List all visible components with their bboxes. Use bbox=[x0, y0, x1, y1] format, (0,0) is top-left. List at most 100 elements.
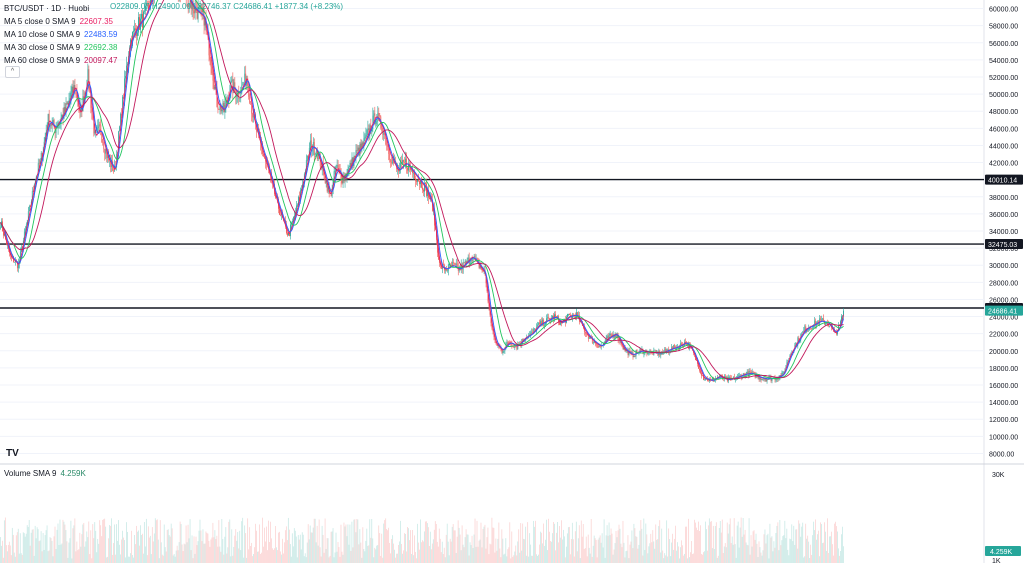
volume-bar bbox=[632, 548, 634, 563]
volume-bar bbox=[79, 532, 81, 563]
candle-body bbox=[647, 353, 649, 355]
candle-body bbox=[311, 149, 313, 152]
volume-bar bbox=[791, 524, 793, 563]
volume-bar bbox=[121, 539, 122, 563]
candle-body bbox=[68, 100, 70, 102]
tradingview-logo[interactable]: TV bbox=[6, 448, 19, 459]
candle-body bbox=[306, 156, 308, 161]
candle-body bbox=[450, 264, 452, 266]
volume-bar bbox=[446, 523, 448, 563]
candle-body bbox=[418, 179, 419, 182]
candle-body bbox=[425, 183, 426, 184]
ma-line-ma60[interactable] bbox=[0, 0, 844, 380]
candle-body bbox=[79, 111, 81, 112]
volume-bar bbox=[5, 545, 7, 563]
volume-bar bbox=[564, 557, 566, 563]
ma-line-ma30[interactable] bbox=[0, 0, 844, 380]
ma-line-ma10[interactable] bbox=[0, 0, 844, 381]
volume-bar bbox=[677, 542, 678, 563]
volume-bar bbox=[574, 531, 576, 563]
volume-bar bbox=[227, 547, 229, 563]
volume-bar bbox=[155, 520, 157, 563]
candle-body bbox=[768, 377, 770, 380]
volume-legend[interactable]: Volume SMA 9 4.259K bbox=[4, 469, 86, 478]
candle-body bbox=[99, 124, 101, 126]
candle-body bbox=[760, 377, 762, 380]
volume-bar bbox=[83, 522, 85, 563]
volume-bar bbox=[176, 545, 178, 563]
volume-bar bbox=[759, 547, 761, 563]
volume-bar bbox=[465, 529, 467, 563]
candle-body bbox=[621, 345, 623, 347]
candle-body bbox=[48, 114, 50, 128]
volume-bar bbox=[112, 554, 113, 563]
volume-bar bbox=[108, 538, 110, 563]
volume-bar bbox=[335, 532, 337, 563]
volume-bar bbox=[606, 525, 608, 563]
volume-bar bbox=[284, 530, 286, 563]
volume-bar bbox=[109, 525, 111, 563]
volume-bar bbox=[48, 550, 50, 563]
volume-bar bbox=[27, 526, 29, 563]
volume-bar bbox=[329, 555, 331, 563]
volume-bar bbox=[254, 547, 255, 563]
candle-body bbox=[811, 328, 813, 329]
volume-bar bbox=[7, 544, 9, 563]
candle-body bbox=[696, 360, 697, 361]
volume-bar bbox=[641, 528, 643, 563]
candle-body bbox=[587, 335, 589, 339]
volume-bar bbox=[308, 539, 310, 563]
symbol-title[interactable]: BTC/USDT · 1D · Huobi bbox=[4, 4, 90, 13]
candle-body bbox=[525, 339, 527, 341]
volume-last-label: 4.259K bbox=[990, 549, 1013, 556]
legend-ma5[interactable]: MA 5 close 0 SMA 9 22607.35 bbox=[4, 15, 117, 28]
volume-bar bbox=[830, 536, 831, 563]
candle-body bbox=[538, 322, 540, 325]
volume-bar bbox=[127, 531, 128, 563]
candle-body bbox=[629, 350, 631, 352]
volume-bar bbox=[681, 540, 682, 563]
volume-bar bbox=[496, 550, 498, 563]
candle-body bbox=[356, 150, 358, 151]
volume-bar bbox=[825, 531, 826, 563]
volume-bar bbox=[327, 538, 329, 563]
candle-body bbox=[823, 318, 825, 321]
volume-bar bbox=[356, 518, 358, 563]
candle-body bbox=[711, 379, 712, 380]
collapse-legend-button[interactable]: ^ bbox=[5, 66, 20, 78]
volume-bar bbox=[630, 541, 632, 563]
volume-bar bbox=[481, 547, 483, 563]
candle-body bbox=[239, 98, 241, 100]
candle-body bbox=[405, 158, 407, 163]
volume-bar bbox=[317, 545, 319, 563]
candle-body bbox=[761, 378, 763, 380]
legend-ma60[interactable]: MA 60 close 0 SMA 9 20097.47 bbox=[4, 54, 117, 67]
candle-body bbox=[294, 215, 295, 217]
volume-bar bbox=[280, 551, 281, 563]
volume-bar bbox=[102, 519, 104, 563]
legend-ma30[interactable]: MA 30 close 0 SMA 9 22692.38 bbox=[4, 41, 117, 54]
volume-bar bbox=[204, 543, 206, 563]
volume-bar bbox=[678, 546, 679, 563]
volume-bar bbox=[680, 547, 681, 563]
candle-body bbox=[355, 150, 357, 158]
candle-body bbox=[39, 158, 41, 165]
candle-body bbox=[453, 262, 455, 264]
candle-body bbox=[282, 212, 283, 218]
volume-bar bbox=[193, 536, 195, 563]
candle-body bbox=[379, 115, 381, 117]
candle-body bbox=[738, 375, 740, 377]
candle-body bbox=[287, 233, 288, 236]
volume-bar bbox=[792, 541, 794, 563]
volume-bar bbox=[189, 519, 191, 563]
volume-bar bbox=[359, 529, 361, 563]
volume-bar bbox=[823, 542, 824, 563]
legend-ma10[interactable]: MA 10 close 0 SMA 9 22483.59 bbox=[4, 28, 117, 41]
volume-bar bbox=[377, 545, 379, 563]
volume-bar bbox=[185, 525, 187, 563]
candle-body bbox=[307, 156, 309, 158]
ma-line-ma5[interactable] bbox=[0, 0, 844, 381]
